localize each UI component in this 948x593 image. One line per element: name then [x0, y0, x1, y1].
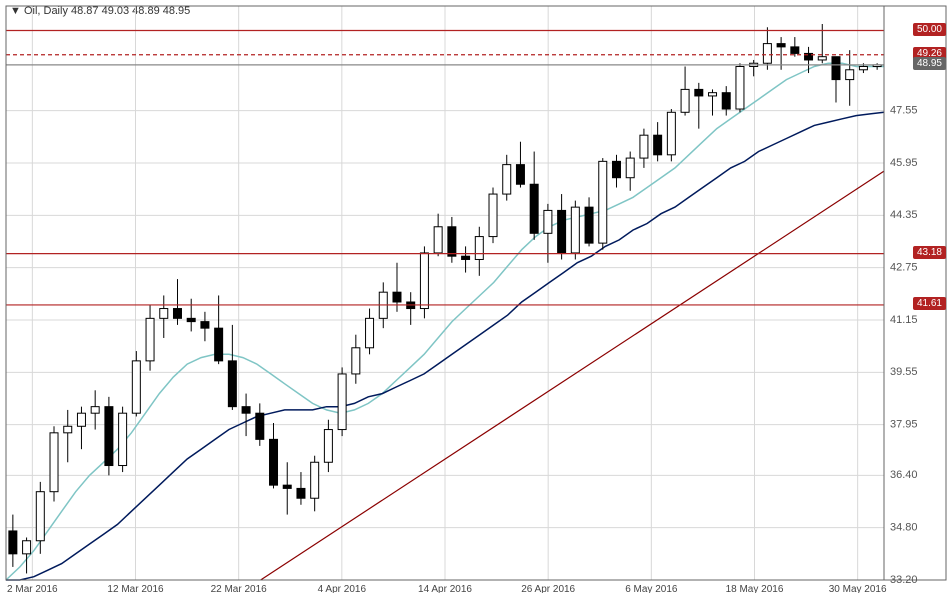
candle[interactable]	[187, 318, 195, 321]
x-axis-label: 30 May 2016	[829, 584, 887, 593]
candle[interactable]	[612, 161, 620, 177]
candle[interactable]	[846, 70, 854, 80]
candle[interactable]	[763, 44, 771, 64]
x-axis-label: 12 Mar 2016	[107, 584, 164, 593]
x-axis-label: 14 Apr 2016	[418, 584, 472, 593]
candle[interactable]	[311, 462, 319, 498]
candle[interactable]	[709, 93, 717, 96]
candle[interactable]	[283, 485, 291, 488]
y-axis-label: 42.75	[890, 262, 918, 274]
candle[interactable]	[173, 309, 181, 319]
x-axis-label: 4 Apr 2016	[318, 584, 367, 593]
candle[interactable]	[91, 407, 99, 414]
candle[interactable]	[544, 210, 552, 233]
candle[interactable]	[736, 67, 744, 110]
candle[interactable]	[722, 93, 730, 109]
y-axis-label: 33.20	[890, 574, 918, 586]
y-axis-label: 34.80	[890, 522, 918, 534]
price-level-badge: 48.95	[913, 57, 946, 70]
candle[interactable]	[50, 433, 58, 492]
candle[interactable]	[818, 57, 826, 60]
candle[interactable]	[201, 322, 209, 329]
x-axis-label: 26 Apr 2016	[521, 584, 575, 593]
candle[interactable]	[146, 318, 154, 361]
candle[interactable]	[352, 348, 360, 374]
candle[interactable]	[270, 439, 278, 485]
candle[interactable]	[132, 361, 140, 413]
candle[interactable]	[77, 413, 85, 426]
candle[interactable]	[626, 158, 634, 178]
candle[interactable]	[64, 426, 72, 433]
candle[interactable]	[23, 541, 31, 554]
candle[interactable]	[9, 531, 17, 554]
candle[interactable]	[585, 207, 593, 243]
candle[interactable]	[105, 407, 113, 466]
candlestick-chart[interactable]: ▼ Oil, Daily 48.87 49.03 48.89 48.95 33.2…	[0, 0, 948, 593]
candle[interactable]	[215, 328, 223, 361]
price-level-badge: 41.61	[913, 297, 946, 310]
candle[interactable]	[160, 309, 168, 319]
candle[interactable]	[859, 67, 867, 70]
candle[interactable]	[36, 492, 44, 541]
chart-container: ▼ Oil, Daily 48.87 49.03 48.89 48.95 33.2…	[0, 0, 948, 593]
y-axis-label: 39.55	[890, 366, 918, 378]
candle[interactable]	[297, 488, 305, 498]
y-axis-label: 36.40	[890, 469, 918, 481]
candle[interactable]	[324, 430, 332, 463]
candle[interactable]	[654, 135, 662, 155]
candle[interactable]	[242, 407, 250, 414]
candle[interactable]	[366, 318, 374, 347]
candle[interactable]	[516, 165, 524, 185]
y-axis-label: 41.15	[890, 314, 918, 326]
candle[interactable]	[489, 194, 497, 237]
candle[interactable]	[667, 112, 675, 155]
candle[interactable]	[503, 165, 511, 194]
candle[interactable]	[681, 89, 689, 112]
y-axis-label: 45.95	[890, 157, 918, 169]
candle[interactable]	[777, 44, 785, 47]
x-axis-label: 6 May 2016	[625, 584, 678, 593]
candle[interactable]	[393, 292, 401, 302]
candle[interactable]	[420, 253, 428, 309]
candle[interactable]	[530, 184, 538, 233]
candle[interactable]	[791, 47, 799, 54]
candle[interactable]	[119, 413, 127, 465]
candle[interactable]	[558, 210, 566, 253]
x-axis-label: 22 Mar 2016	[211, 584, 268, 593]
candle[interactable]	[475, 237, 483, 260]
x-axis-label: 2 Mar 2016	[7, 584, 58, 593]
candle[interactable]	[338, 374, 346, 430]
candle[interactable]	[228, 361, 236, 407]
candle[interactable]	[695, 89, 703, 96]
candle[interactable]	[640, 135, 648, 158]
price-level-badge: 50.00	[913, 23, 946, 36]
chart-title: ▼ Oil, Daily 48.87 49.03 48.89 48.95	[10, 5, 190, 17]
candle[interactable]	[434, 227, 442, 253]
candle[interactable]	[832, 57, 840, 80]
candle[interactable]	[448, 227, 456, 256]
candle[interactable]	[599, 161, 607, 243]
x-axis-label: 18 May 2016	[726, 584, 784, 593]
y-axis-label: 37.95	[890, 419, 918, 431]
y-axis-label: 47.55	[890, 105, 918, 117]
y-axis-label: 44.35	[890, 209, 918, 221]
candle[interactable]	[256, 413, 264, 439]
candle[interactable]	[571, 207, 579, 253]
price-level-badge: 43.18	[913, 246, 946, 259]
candle[interactable]	[462, 256, 470, 259]
